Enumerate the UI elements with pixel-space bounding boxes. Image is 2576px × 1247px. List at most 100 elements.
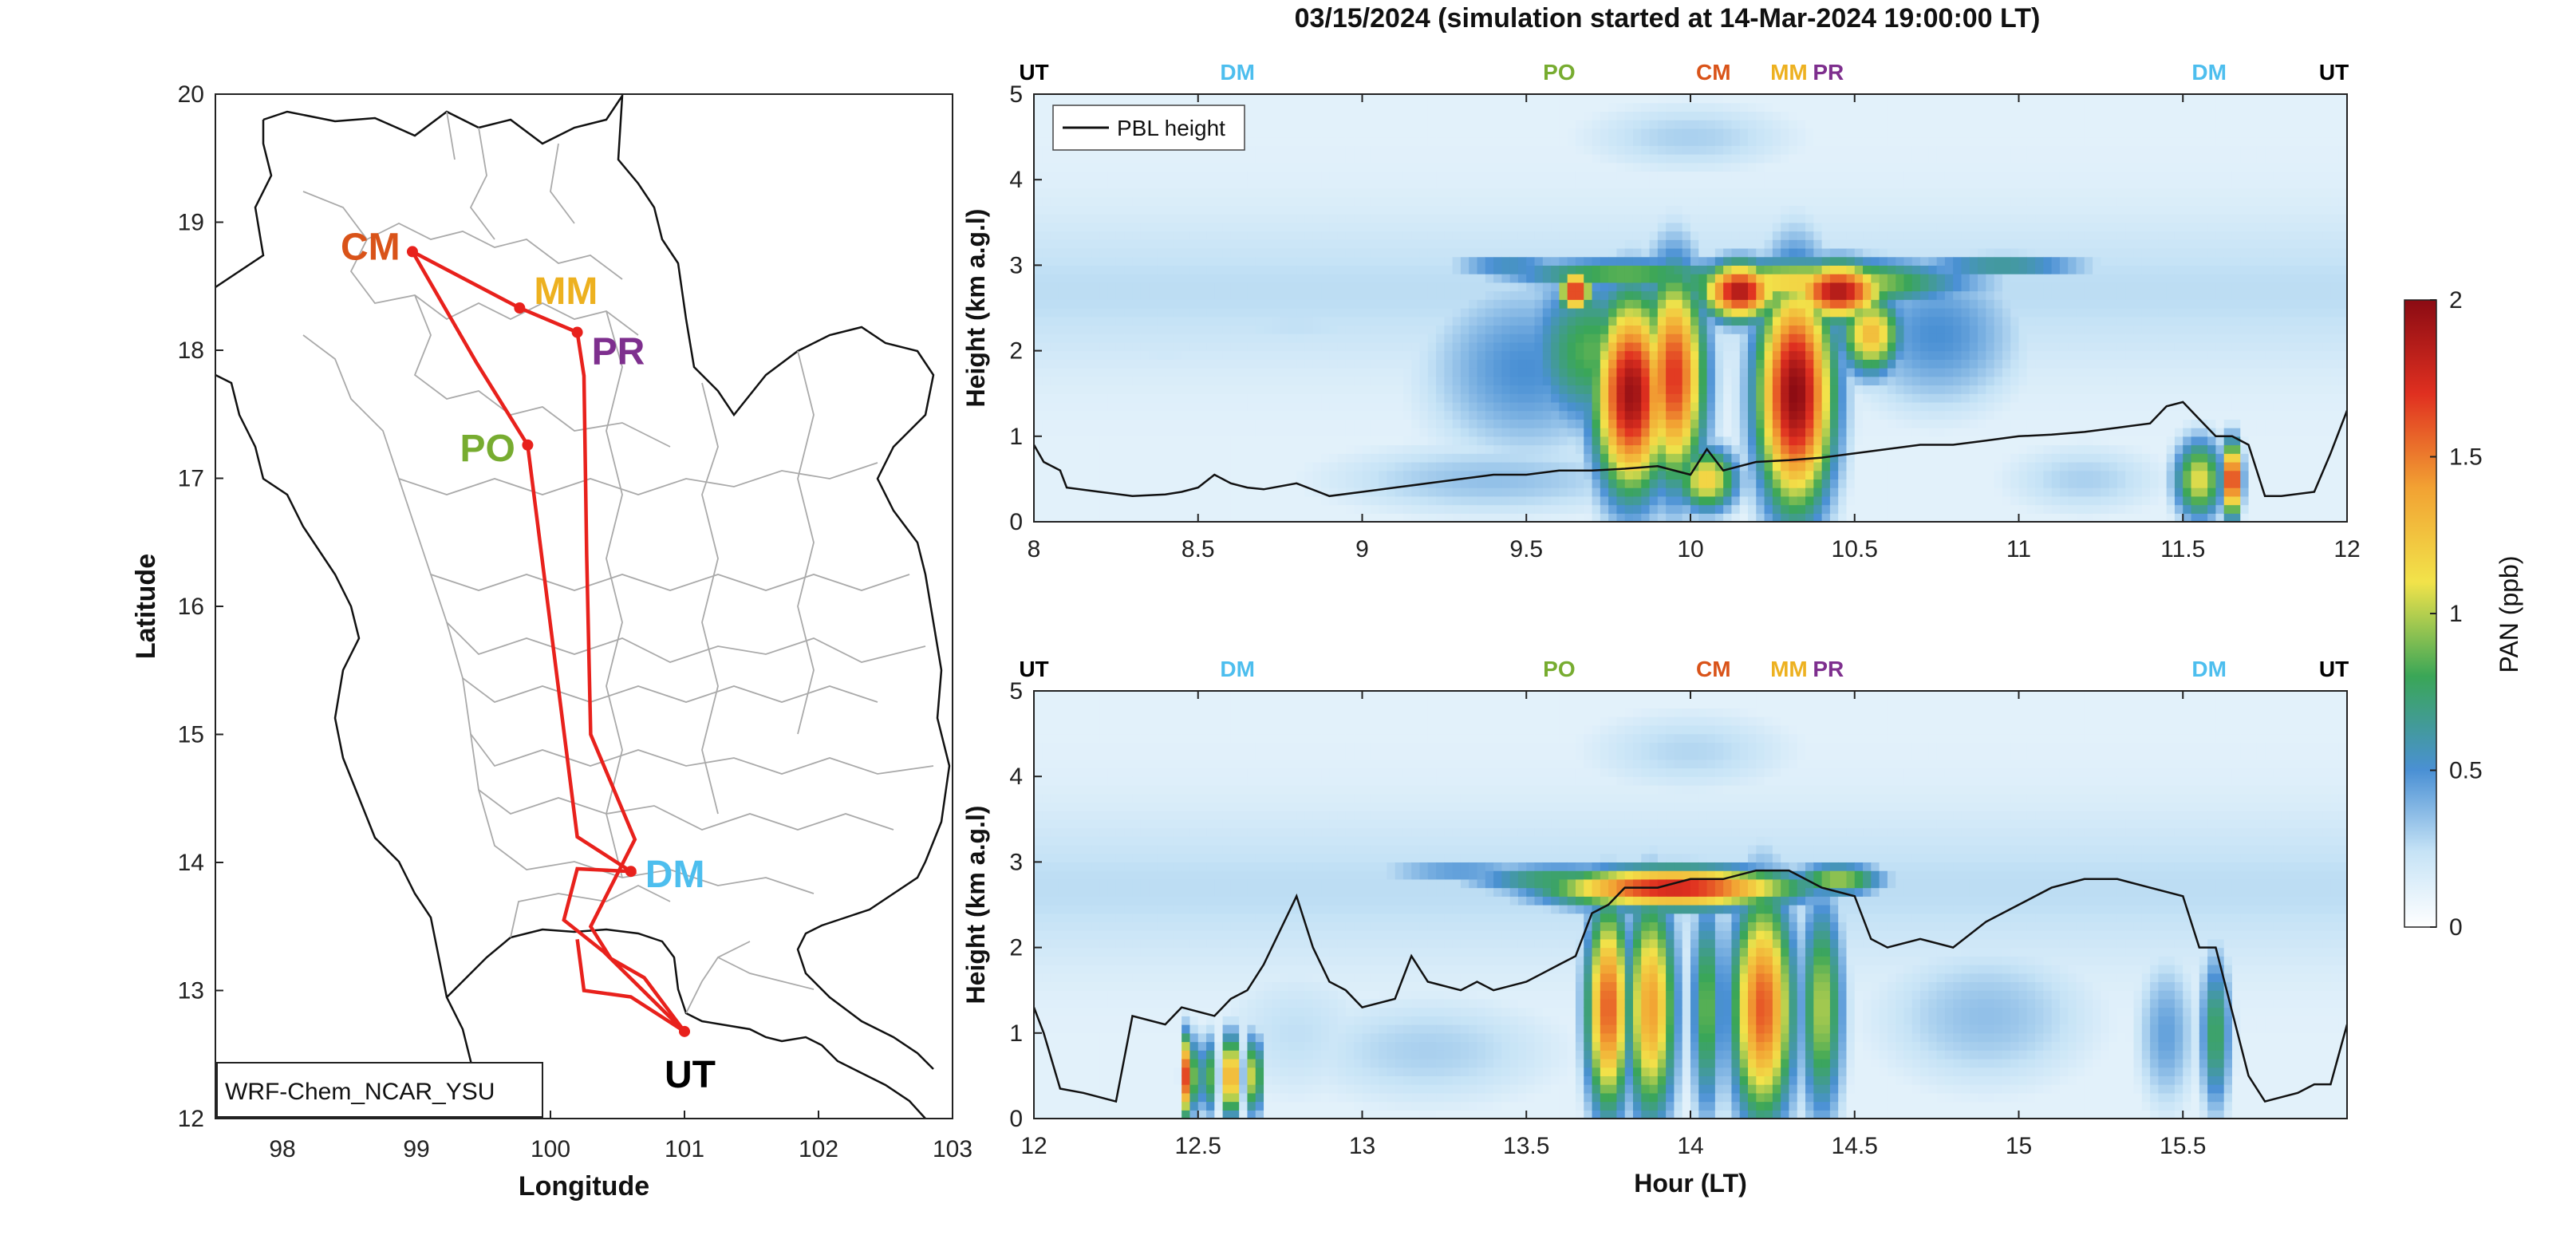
heatmap-field bbox=[1034, 691, 2347, 1119]
site-markers: CM MM PR PO DM UT bbox=[341, 226, 716, 1095]
colorbar-label: PAN (ppb) bbox=[2495, 555, 2523, 673]
ytick-label: 4 bbox=[1009, 167, 1023, 193]
site-top-label: MM bbox=[1770, 657, 1808, 681]
ytick-label: 3 bbox=[1009, 252, 1023, 278]
map-ytick-label: 19 bbox=[178, 210, 204, 236]
ytick-label: 0 bbox=[1009, 1106, 1023, 1132]
site-top-label: UT bbox=[2319, 60, 2349, 85]
xtick-label: 8 bbox=[1028, 536, 1041, 562]
map-boundaries bbox=[215, 94, 951, 1119]
site-top-label: MM bbox=[1770, 60, 1808, 85]
model-label: WRF-Chem_NCAR_YSU bbox=[225, 1079, 495, 1105]
site-marker-cm bbox=[406, 246, 418, 258]
colorbar-tick-label: 0.5 bbox=[2449, 758, 2483, 784]
xtick-label: 13.5 bbox=[1503, 1133, 1549, 1159]
map-ytick-label: 12 bbox=[178, 1106, 204, 1132]
site-label-po: PO bbox=[460, 428, 515, 470]
route-line bbox=[575, 939, 686, 1033]
site-marker-dm bbox=[625, 866, 637, 878]
site-top-label: PR bbox=[1813, 657, 1844, 681]
pbl-height-line bbox=[1034, 401, 2347, 498]
xtick-label: 14.5 bbox=[1832, 1133, 1878, 1159]
site-top-label: PO bbox=[1543, 657, 1575, 681]
pbl-height-line bbox=[1034, 869, 2347, 1103]
xtick-label: 10 bbox=[1677, 536, 1703, 562]
site-marker-pr bbox=[571, 326, 583, 338]
ytick-label: 0 bbox=[1009, 509, 1023, 535]
xtick-label: 12 bbox=[1020, 1133, 1047, 1159]
xtick-label: 8.5 bbox=[1181, 536, 1215, 562]
map-ylabel: Latitude bbox=[131, 554, 161, 659]
ytick-label: 3 bbox=[1009, 849, 1023, 875]
site-label-cm: CM bbox=[341, 226, 400, 268]
site-label-ut: UT bbox=[665, 1054, 716, 1096]
site-top-label: DM bbox=[2191, 657, 2227, 681]
map-ytick-label: 13 bbox=[178, 978, 204, 1004]
site-top-label: CM bbox=[1696, 60, 1731, 85]
colorbar-tick-label: 0 bbox=[2449, 914, 2463, 941]
map-axes: 98 99 100 101 102 103 12 13 14 15 16 17 18 19 20 bbox=[178, 81, 972, 1162]
site-top-label: CM bbox=[1696, 657, 1731, 681]
site-top-label: DM bbox=[1220, 60, 1255, 85]
map-ytick-label: 20 bbox=[178, 81, 204, 108]
colorbar: 0 0.5 1 1.5 2 PAN (ppb) bbox=[2404, 287, 2523, 941]
colorbar-tick-label: 1.5 bbox=[2449, 444, 2483, 471]
gulf-coast bbox=[446, 928, 926, 1119]
ytick-label: 2 bbox=[1009, 338, 1023, 365]
colorbar-gradient bbox=[2404, 299, 2437, 928]
west-border bbox=[215, 120, 496, 1119]
colorbar-tick-label: 1 bbox=[2449, 601, 2463, 627]
map-ytick-label: 17 bbox=[178, 466, 204, 492]
ytick-label: 1 bbox=[1009, 1020, 1023, 1047]
site-label-pr: PR bbox=[592, 331, 645, 373]
map-xtick-label: 100 bbox=[531, 1136, 570, 1162]
heatmap-field bbox=[1034, 94, 2347, 522]
xtick-label: 9 bbox=[1355, 536, 1369, 562]
colorbar-tick-label: 2 bbox=[2449, 287, 2463, 314]
map-xlabel: Longitude bbox=[519, 1171, 649, 1202]
figure-title: 03/15/2024 (simulation started at 14-Mar… bbox=[1294, 3, 2041, 34]
xtick-label: 10.5 bbox=[1832, 536, 1878, 562]
ytick-label: 1 bbox=[1009, 424, 1023, 450]
site-label-dm: DM bbox=[645, 854, 705, 896]
site-top-label: PR bbox=[1813, 60, 1844, 85]
xtick-label: 15.5 bbox=[2160, 1133, 2206, 1159]
site-marker-po bbox=[522, 439, 534, 451]
site-label-mm: MM bbox=[534, 270, 598, 313]
map-xtick-label: 98 bbox=[269, 1136, 295, 1162]
xtick-label: 12.5 bbox=[1175, 1133, 1221, 1159]
map-ytick-label: 14 bbox=[178, 850, 204, 876]
xtick-label: 15 bbox=[2006, 1133, 2032, 1159]
xtick-label: 11 bbox=[2006, 536, 2031, 562]
site-top-label: DM bbox=[2191, 60, 2227, 85]
route-line bbox=[411, 250, 686, 1033]
site-top-label: UT bbox=[2319, 657, 2349, 681]
model-label-box bbox=[216, 1062, 543, 1118]
legend: PBL height bbox=[1052, 105, 1245, 151]
site-top-label: UT bbox=[1019, 657, 1048, 681]
map-xtick-label: 99 bbox=[403, 1136, 429, 1162]
map-ytick-label: 15 bbox=[178, 722, 204, 748]
map-background bbox=[215, 94, 953, 1119]
site-top-label: PO bbox=[1543, 60, 1575, 85]
xtick-label: 11.5 bbox=[2160, 536, 2205, 562]
map-xtick-label: 102 bbox=[799, 1136, 838, 1162]
ytick-label: 4 bbox=[1009, 764, 1023, 790]
map-ytick-label: 18 bbox=[178, 337, 204, 364]
ytick-label: 2 bbox=[1009, 935, 1023, 961]
xtick-label: 13 bbox=[1349, 1133, 1375, 1159]
heatmap-ylabel: Height (km a.g.l) bbox=[961, 806, 990, 1004]
xtick-label: 14 bbox=[1677, 1133, 1703, 1159]
xtick-label: 9.5 bbox=[1509, 536, 1543, 562]
map-ytick-label: 16 bbox=[178, 594, 204, 620]
colorbar-ticks: 0 0.5 1 1.5 2 bbox=[2430, 287, 2483, 941]
heatmap-ylabel: Height (km a.g.l) bbox=[961, 209, 990, 408]
ytick-label: 5 bbox=[1009, 678, 1023, 704]
heatmap-xlabel: Hour (LT) bbox=[1634, 1169, 1747, 1198]
map-panel: 98 99 100 101 102 103 12 13 14 15 16 17 18 19 20 CM MM P… bbox=[131, 81, 972, 1202]
site-marker-mm bbox=[514, 302, 526, 314]
